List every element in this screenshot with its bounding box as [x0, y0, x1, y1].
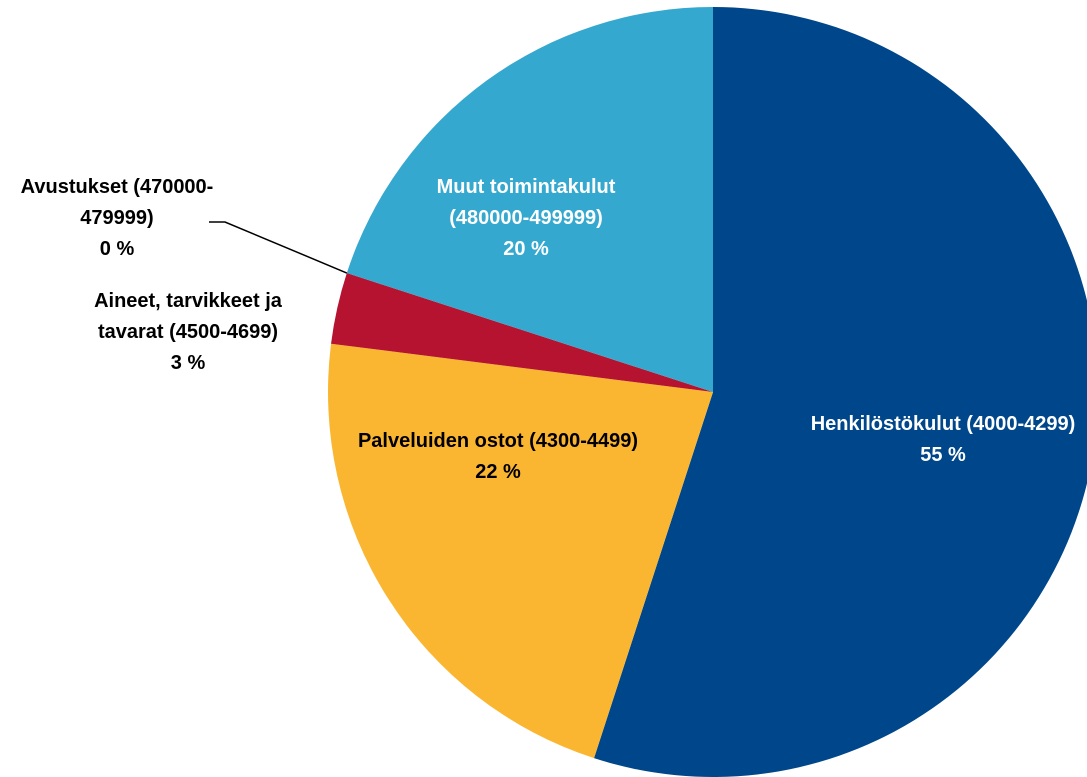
- value-label: 0 %: [20, 234, 215, 265]
- pie-chart: [0, 0, 1087, 777]
- chart: Henkilöstökulut (4000-4299)55 % Palveluid…: [0, 0, 1087, 777]
- slice-label: Henkilöstökulut (4000-4299)55 %: [793, 409, 1087, 471]
- value-label: 20 %: [414, 234, 639, 265]
- slice-label: Avustukset (470000-479999)0 %: [20, 172, 215, 265]
- category-label: Palveluiden ostot (4300-4499): [356, 426, 641, 457]
- category-label: Henkilöstökulut (4000-4299): [793, 409, 1087, 440]
- leader-line: [209, 222, 347, 273]
- category-label: Muut toimintakulut (480000-499999): [414, 172, 639, 234]
- value-label: 3 %: [66, 348, 311, 379]
- slice-label: Muut toimintakulut (480000-499999)20 %: [414, 172, 639, 265]
- category-label: Avustukset (470000-479999): [20, 172, 215, 234]
- value-label: 22 %: [356, 457, 641, 488]
- category-label: Aineet, tarvikkeet ja tavarat (4500-4699…: [66, 286, 311, 348]
- slice-label: Aineet, tarvikkeet ja tavarat (4500-4699…: [66, 286, 311, 379]
- value-label: 55 %: [793, 440, 1087, 471]
- slice-label: Palveluiden ostot (4300-4499)22 %: [356, 426, 641, 488]
